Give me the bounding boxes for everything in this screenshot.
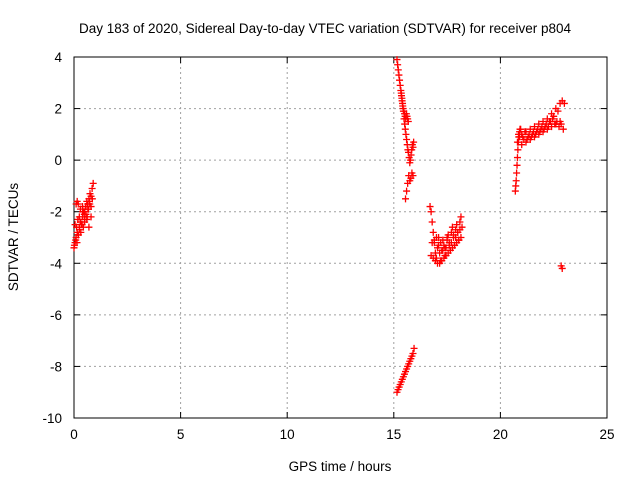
data-point [79,203,87,211]
data-point [517,125,525,133]
x-tick-label: 5 [177,427,185,442]
data-point [512,177,520,185]
x-axis-label: GPS time / hours [289,459,392,474]
data-point [410,138,418,146]
grid-lines [74,57,607,418]
y-tick-label: -10 [42,411,62,426]
data-point [518,141,526,149]
data-points [70,56,568,396]
x-tick-label: 15 [386,427,401,442]
data-point [526,136,534,144]
data-point [77,218,85,226]
data-point [452,234,460,241]
data-point [543,125,551,133]
data-point [404,117,412,125]
y-tick-label: -2 [50,205,62,220]
data-point [552,120,560,128]
x-tick-label: 10 [280,427,295,442]
data-point [515,130,523,138]
plot-frame [73,56,608,419]
data-point [457,213,465,221]
y-axis-label: SDTVAR / TECUs [6,183,21,292]
data-point [447,239,455,247]
data-point [402,195,410,203]
y-tick-label: 0 [54,153,62,168]
data-point [535,130,543,138]
y-tick-label: -4 [50,256,62,271]
data-point [88,185,96,193]
data-point [428,218,436,226]
y-tick-label: 4 [54,50,62,65]
y-tick-label: -6 [50,308,62,323]
data-point [539,128,547,136]
chart-title: Day 183 of 2020, Sidereal Day-to-day VTE… [79,21,571,36]
data-point [403,187,411,195]
data-point [513,154,521,162]
data-point [73,239,81,247]
data-point [513,169,521,177]
data-point [437,239,445,247]
data-point [519,133,527,141]
data-point [548,123,556,131]
data-point [521,128,529,136]
data-point [410,344,418,352]
data-point [556,117,564,125]
y-tick-label: 2 [54,102,62,117]
x-tick-label: 20 [493,427,508,442]
data-point [83,215,91,223]
data-point [560,99,568,107]
axis-ticks: 0 5 10 15 20 25 -10 -8 -6 -4 -2 0 2 4 [42,50,614,442]
data-point [441,244,449,252]
data-point [522,138,530,146]
x-tick-label: 0 [70,427,78,442]
data-point [456,226,464,234]
data-point [75,213,83,221]
data-point [559,125,567,133]
data-point [89,179,97,187]
data-point [549,115,557,123]
data-point [409,172,417,180]
data-point [87,213,95,221]
x-tick-label: 25 [599,427,614,442]
data-point [409,350,417,358]
data-point [426,203,434,211]
data-point [85,223,93,231]
data-point [427,208,435,216]
data-point [531,133,539,141]
data-point [429,228,437,236]
data-point [77,228,85,236]
data-point [85,197,93,205]
data-point [432,234,440,241]
y-tick-label: -8 [50,359,62,374]
data-point [74,200,82,208]
data-point [456,218,464,226]
data-point [443,236,451,244]
data-point [513,161,521,169]
data-point [554,107,562,115]
data-point [514,146,522,154]
data-point [73,223,81,231]
data-point [513,138,521,146]
data-point [81,208,89,216]
data-point [558,264,566,272]
